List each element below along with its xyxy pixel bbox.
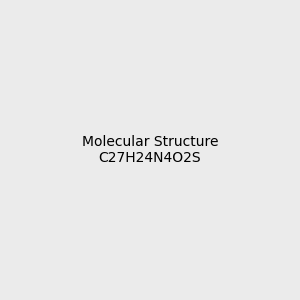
Text: Molecular Structure
C27H24N4O2S: Molecular Structure C27H24N4O2S [82, 135, 218, 165]
